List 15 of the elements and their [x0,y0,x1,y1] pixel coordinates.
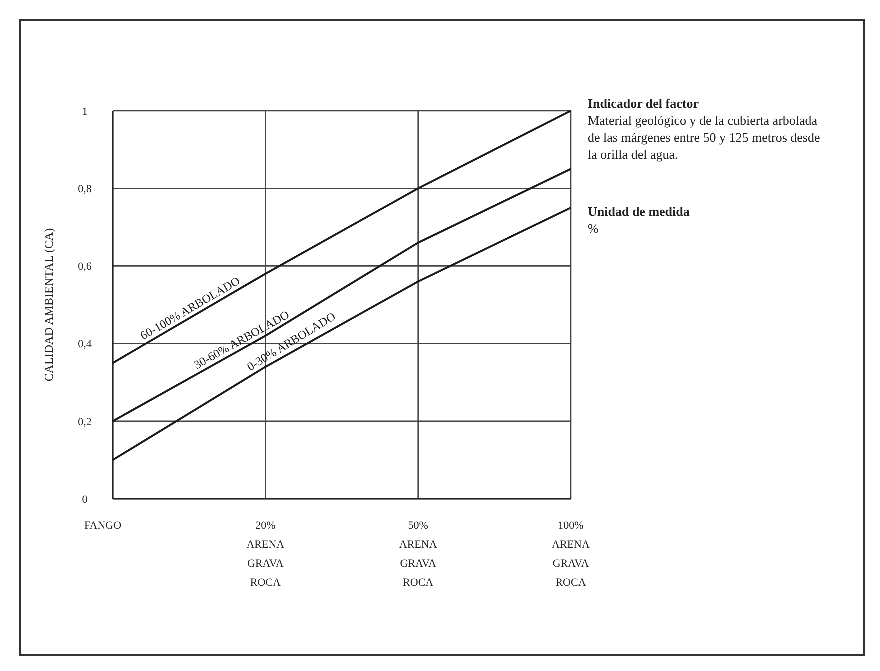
y-tick-label: 0 [82,494,88,506]
text: Unidad de medida [588,204,690,219]
text: % [588,221,599,236]
x-tick-label: 20% ARENA GRAVA ROCA [246,520,285,589]
y-tick-label: 0,2 [78,416,92,428]
x-tick-label: 100% ARENA GRAVA ROCA [552,520,590,589]
text: Material geológico y de la cubierta arbolada de las márgenes entre 50 y 125 metros desde la orilla del agua. [588,113,820,162]
text: Indicador del factor [588,96,700,111]
y-tick-label: 0,8 [78,183,92,196]
y-axis-title: CALIDAD AMBIENTAL (CA) [42,228,56,382]
y-tick-label: 0,6 [78,261,92,274]
y-tick-label: 1 [82,106,88,118]
y-tick-label: 0,4 [78,338,92,351]
x-tick-label: 50% ARENA GRAVA ROCA [399,520,438,589]
x-tick-label: FANGO [84,520,122,532]
